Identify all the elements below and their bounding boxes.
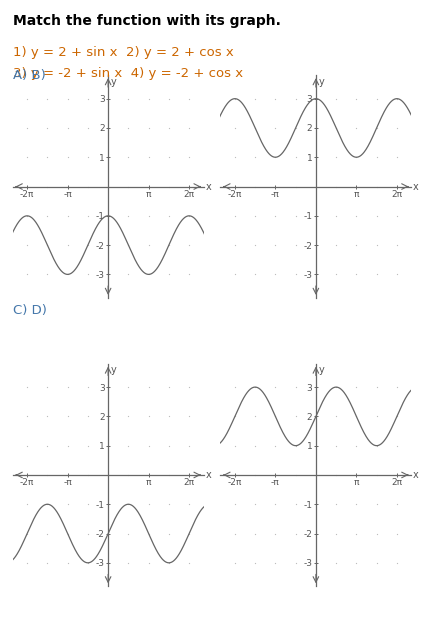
Text: C) D): C) D)	[13, 304, 47, 317]
Text: A) B): A) B)	[13, 69, 45, 82]
Text: x: x	[206, 182, 211, 191]
Text: 1) y = 2 + sin x  2) y = 2 + cos x: 1) y = 2 + sin x 2) y = 2 + cos x	[13, 46, 234, 59]
Text: x: x	[206, 470, 211, 480]
Text: y: y	[111, 76, 117, 87]
Text: y: y	[318, 365, 324, 375]
Text: y: y	[111, 365, 117, 375]
Text: x: x	[413, 182, 419, 191]
Text: 3) y = -2 + sin x  4) y = -2 + cos x: 3) y = -2 + sin x 4) y = -2 + cos x	[13, 67, 243, 80]
Text: y: y	[318, 76, 324, 87]
Text: x: x	[413, 470, 419, 480]
Text: Match the function with its graph.: Match the function with its graph.	[13, 14, 281, 28]
